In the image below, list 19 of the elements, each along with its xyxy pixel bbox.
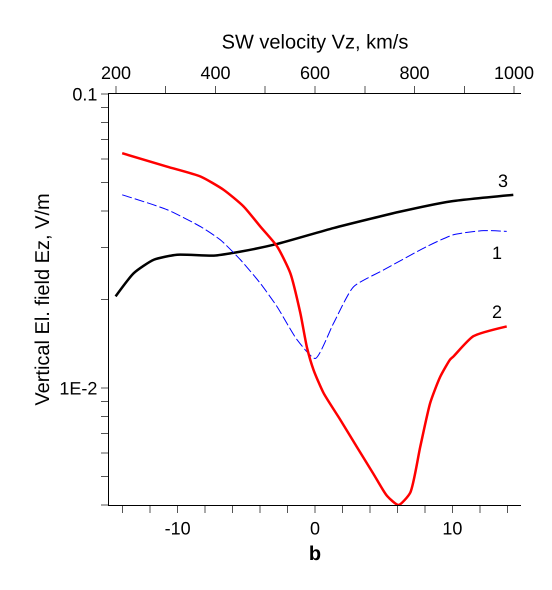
x2-tick-label: 1000 [494, 62, 534, 83]
y-tick-label: 1E-2 [59, 378, 98, 398]
series-label: 2 [492, 302, 502, 322]
series-label: 1 [492, 243, 502, 263]
line-series [114, 194, 515, 298]
x2-tick-label: 400 [200, 62, 231, 83]
line-series [120, 152, 508, 505]
y-axis-title: Vertical El. field Ez, V/m [32, 193, 54, 406]
x-tick-label: 0 [310, 518, 320, 539]
x2-tick-label: 200 [100, 62, 131, 83]
x2-tick-label: 600 [300, 62, 330, 83]
line-series [122, 194, 508, 359]
x-tick-label: -10 [164, 518, 191, 539]
x-tick-label: 10 [442, 518, 462, 539]
series-label: 3 [498, 171, 508, 191]
x-axis-title: b [308, 543, 322, 566]
y-tick-label: 0.1 [72, 84, 98, 104]
x2-axis-title: SW velocity Vz, km/s [222, 31, 408, 54]
x2-tick-label: 800 [399, 62, 430, 83]
